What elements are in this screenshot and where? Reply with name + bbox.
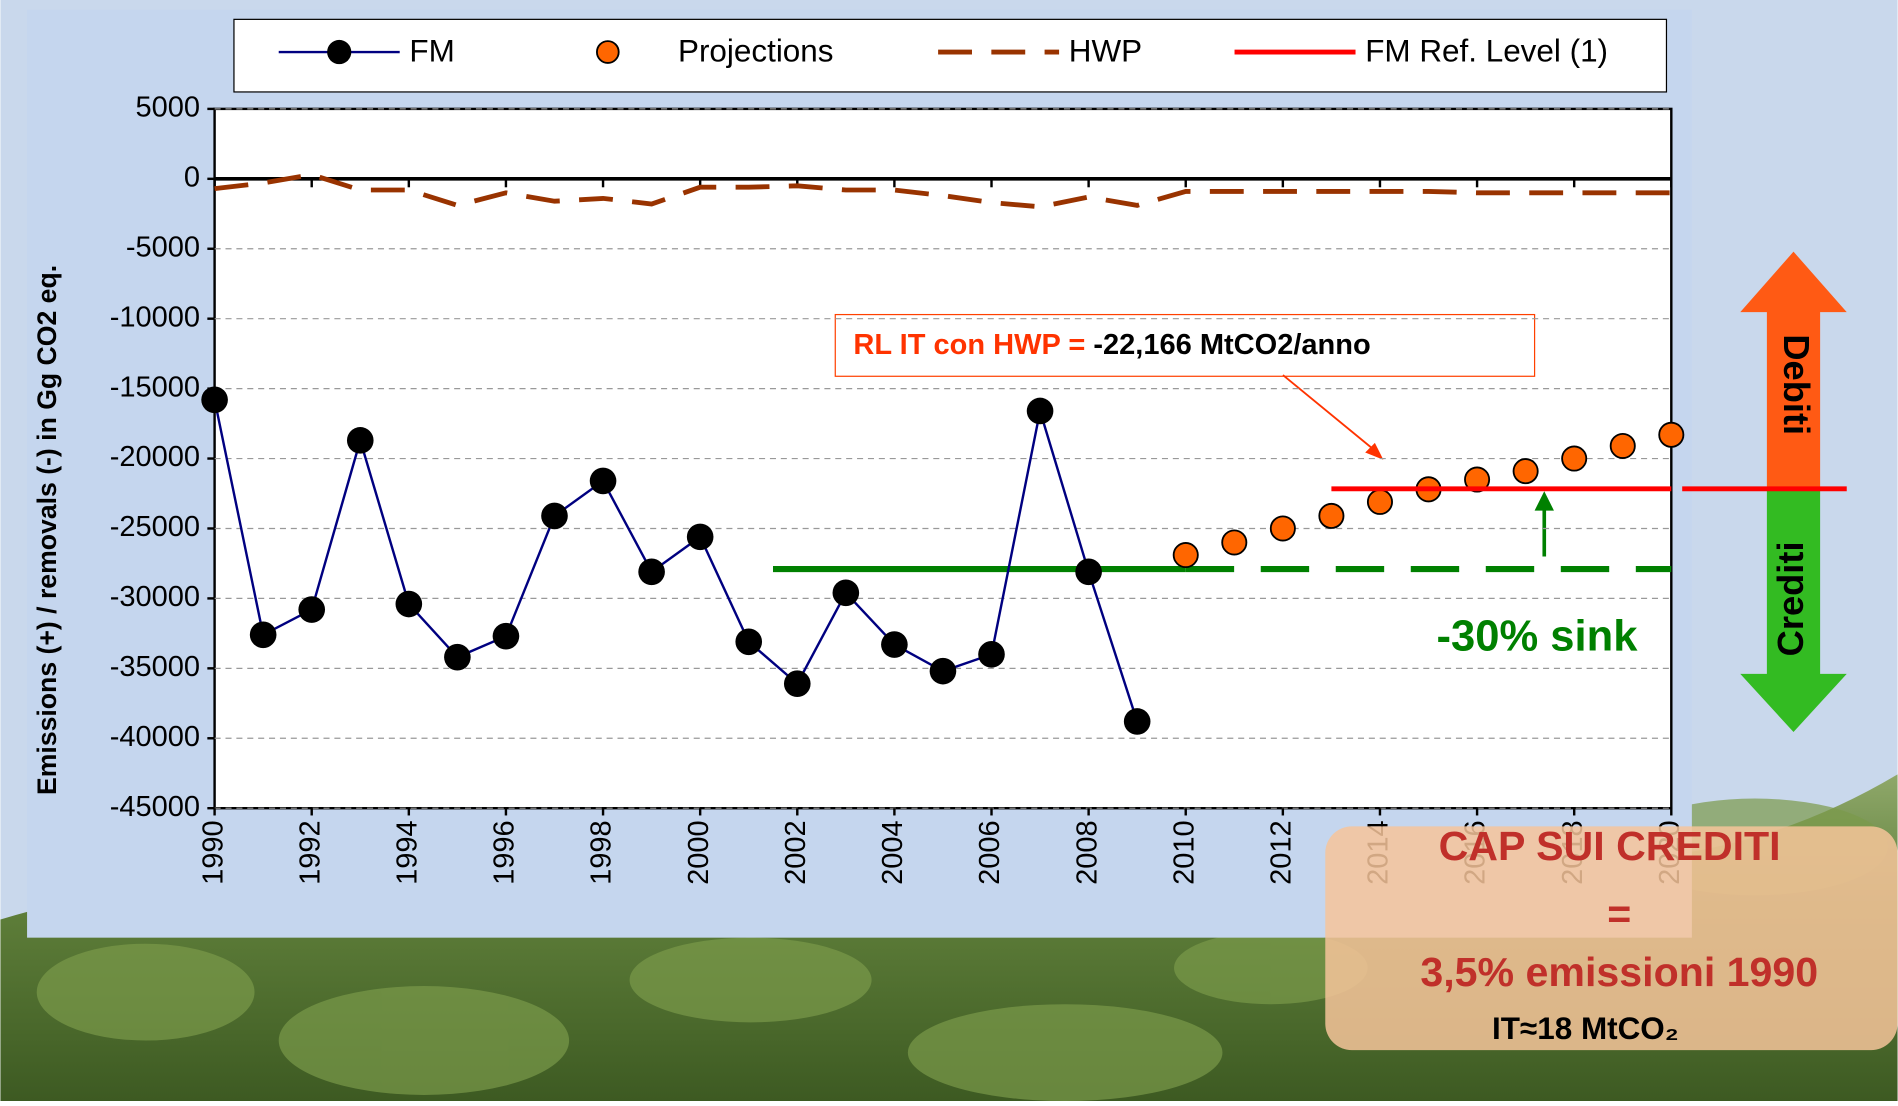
marker bbox=[201, 386, 228, 413]
y-tick-label: -30000 bbox=[110, 581, 200, 613]
x-tick-label: 1998 bbox=[586, 820, 618, 885]
marker bbox=[1174, 543, 1198, 567]
y-tick-label: -25000 bbox=[110, 511, 200, 543]
marker bbox=[1611, 434, 1635, 458]
y-tick-label: -10000 bbox=[110, 301, 200, 333]
marker bbox=[396, 591, 423, 618]
x-tick-label: 2010 bbox=[1168, 820, 1200, 885]
marker bbox=[541, 503, 568, 530]
marker bbox=[1514, 459, 1538, 483]
marker bbox=[493, 623, 520, 650]
y-tick-label: -45000 bbox=[110, 791, 200, 823]
marker bbox=[687, 524, 714, 551]
y-axis-label: Emissions (+) / removals (-) in Gg CO2 e… bbox=[32, 265, 62, 795]
y-tick-label: -15000 bbox=[110, 371, 200, 403]
page: Emissions (+) / removals (-) in Gg CO2 e… bbox=[0, 0, 1898, 1106]
legend-label: HWP bbox=[1069, 34, 1142, 69]
marker bbox=[638, 559, 665, 586]
legend-marker bbox=[597, 41, 619, 63]
marker bbox=[930, 658, 957, 685]
x-tick-label: 1994 bbox=[391, 820, 423, 885]
chart: Emissions (+) / removals (-) in Gg CO2 e… bbox=[0, 0, 1898, 1101]
marker bbox=[250, 621, 277, 648]
marker bbox=[735, 628, 762, 655]
crediti-label: Crediti bbox=[1770, 541, 1811, 656]
x-tick-label: 2008 bbox=[1071, 820, 1103, 885]
cap-line: 3,5% emissioni 1990 bbox=[1420, 949, 1818, 995]
x-tick-label: 2000 bbox=[683, 820, 715, 885]
legend-label: FM bbox=[409, 34, 454, 69]
y-tick-label: -20000 bbox=[110, 441, 200, 473]
y-tick-label: -35000 bbox=[110, 651, 200, 683]
marker bbox=[298, 596, 325, 623]
callout-label: RL IT con HWP = -22,166 MtCO2/anno bbox=[853, 329, 1370, 361]
marker bbox=[1027, 398, 1054, 425]
legend-label: FM Ref. Level (1) bbox=[1365, 34, 1608, 69]
marker bbox=[1368, 490, 1392, 514]
y-tick-label: -40000 bbox=[110, 721, 200, 753]
marker bbox=[1075, 559, 1102, 586]
callout-value: -22,166 MtCO2/anno bbox=[1093, 329, 1370, 361]
y-tick-label: -5000 bbox=[126, 231, 200, 263]
marker bbox=[1124, 708, 1151, 735]
x-tick-label: 2004 bbox=[877, 820, 909, 885]
marker bbox=[1222, 530, 1246, 554]
sink-label: -30% sink bbox=[1437, 612, 1639, 660]
cap-title: CAP SUI CREDITI bbox=[1439, 823, 1781, 869]
y-tick-label: 5000 bbox=[136, 92, 201, 124]
marker bbox=[347, 427, 374, 454]
marker bbox=[1271, 516, 1295, 540]
y-tick-label: 0 bbox=[184, 161, 200, 193]
legend-label: Projections bbox=[678, 34, 834, 69]
callout-prefix: RL IT con HWP = bbox=[853, 329, 1093, 361]
marker bbox=[978, 641, 1005, 668]
x-tick-label: 1992 bbox=[294, 820, 326, 885]
x-tick-label: 2012 bbox=[1266, 820, 1298, 885]
marker bbox=[881, 631, 908, 658]
x-tick-label: 2006 bbox=[974, 820, 1006, 885]
marker bbox=[1319, 504, 1343, 528]
marker bbox=[590, 468, 617, 495]
marker bbox=[784, 670, 811, 697]
cap-eq: = bbox=[1607, 891, 1631, 937]
debiti-label: Debiti bbox=[1776, 334, 1817, 435]
x-tick-label: 1996 bbox=[489, 820, 521, 885]
legend-marker bbox=[327, 40, 351, 64]
marker bbox=[444, 644, 471, 671]
marker bbox=[1562, 446, 1586, 470]
x-tick-label: 1990 bbox=[197, 820, 229, 885]
marker bbox=[833, 580, 860, 607]
marker bbox=[1659, 423, 1683, 447]
cap-sub: IT≈18 MtCO₂ bbox=[1492, 1011, 1679, 1046]
x-tick-label: 2002 bbox=[780, 820, 812, 885]
